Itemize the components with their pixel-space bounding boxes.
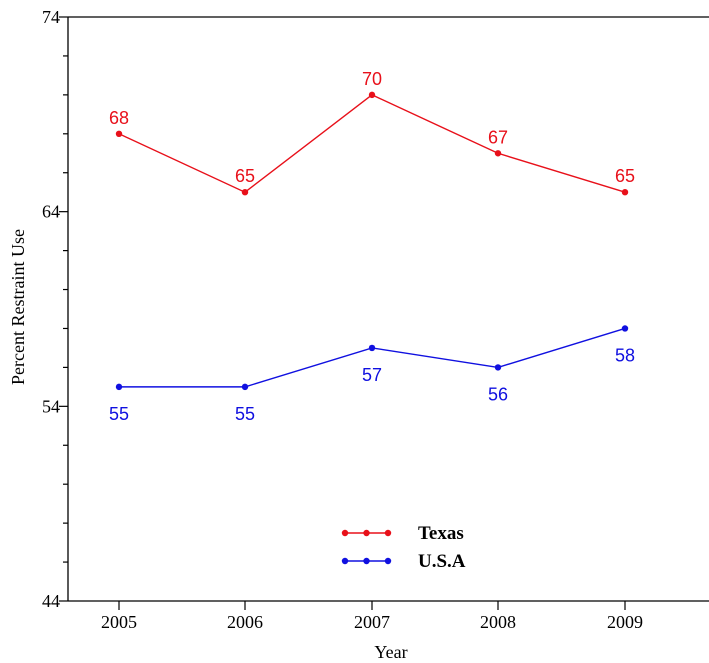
data-point	[494, 364, 502, 371]
data-point	[115, 383, 123, 391]
x-axis-label: Year	[374, 642, 407, 662]
legend-label: Texas	[418, 523, 464, 544]
data-point	[241, 189, 249, 196]
legend-entry: U.S.A	[341, 551, 466, 572]
data-label: 70	[362, 69, 382, 89]
x-tick-label: 2009	[607, 612, 643, 632]
y-tick-label: 54	[42, 396, 60, 416]
legend-marker	[341, 529, 349, 537]
data-label: 65	[235, 166, 255, 186]
data-label: 58	[615, 345, 635, 365]
data-point	[115, 130, 123, 137]
legend-marker	[363, 529, 370, 537]
data-point	[621, 189, 629, 196]
data-point	[368, 91, 376, 99]
data-label: 56	[488, 384, 508, 404]
y-axis: 44 54 64 74	[42, 7, 68, 611]
y-axis-label: Percent Restraint Use	[8, 229, 28, 385]
x-tick-label: 2007	[354, 612, 390, 632]
x-tick-label: 2005	[101, 612, 137, 632]
data-point	[494, 150, 502, 157]
legend-marker	[341, 557, 349, 565]
legend-marker	[384, 529, 392, 537]
legend: Texas U.S.A	[341, 523, 466, 572]
data-point	[621, 325, 629, 332]
x-tick-label: 2006	[227, 612, 263, 632]
series-texas: 68 65 70 67 65	[109, 69, 635, 196]
data-label: 57	[362, 365, 382, 385]
data-point	[368, 344, 376, 352]
x-axis: 2005 2006 2007 2008 2009	[101, 601, 643, 632]
plot-frame	[67, 16, 709, 602]
data-point	[241, 383, 249, 391]
data-label: 67	[488, 127, 508, 147]
data-label: 55	[235, 404, 255, 424]
x-tick-label: 2008	[480, 612, 516, 632]
legend-entry: Texas	[341, 523, 464, 544]
y-tick-label: 64	[42, 202, 60, 222]
series-layer: 68 65 70 67 65 55 55 57 56 58	[109, 69, 635, 424]
series-line	[118, 94, 626, 194]
data-label: 55	[109, 404, 129, 424]
y-tick-label: 74	[42, 7, 60, 27]
legend-label: U.S.A	[418, 551, 466, 572]
data-label: 65	[615, 166, 635, 186]
legend-marker	[363, 557, 370, 565]
series-u-s-a: 55 55 57 56 58	[109, 325, 635, 424]
legend-marker	[384, 557, 392, 565]
data-label: 68	[109, 108, 129, 128]
y-tick-label: 44	[42, 591, 60, 611]
